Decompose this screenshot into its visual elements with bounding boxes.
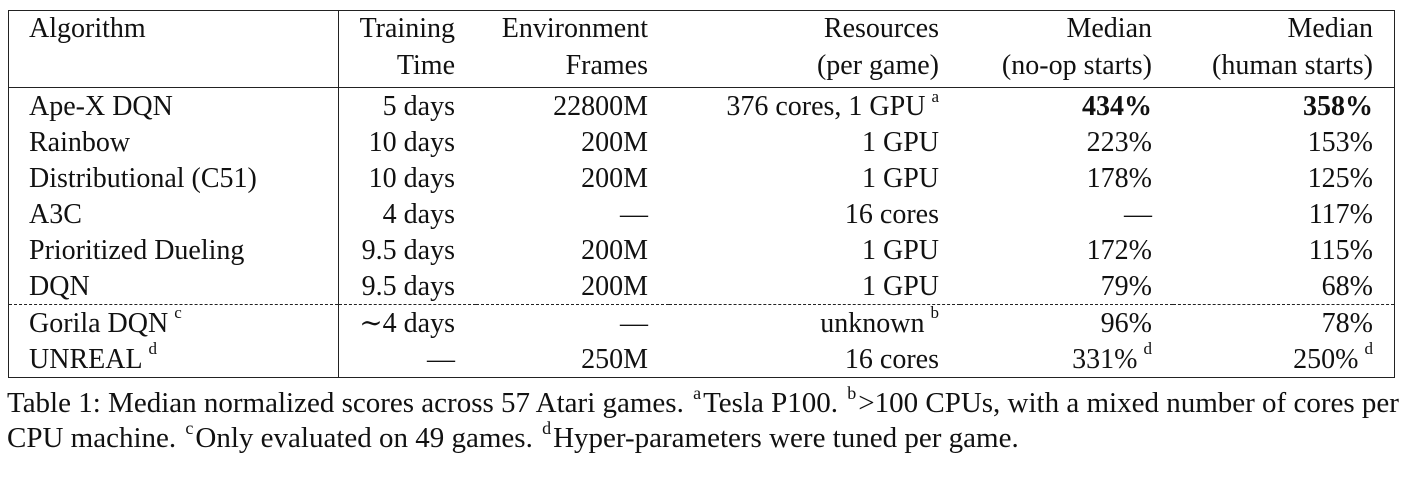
noop-cell: 79% — [960, 268, 1173, 306]
resources-cell: unknown b — [669, 303, 960, 341]
time-cell: 10 days — [368, 127, 455, 159]
human-cell: 250% d — [1173, 339, 1395, 377]
algorithm-name: UNREAL — [29, 343, 143, 375]
table-row: Distributional (C51) 10 days 200M 1 GPU … — [8, 160, 1395, 197]
frames-cell: — — [620, 307, 648, 339]
human-cell: 125% — [1307, 163, 1373, 195]
algorithm-cell: A3C — [8, 196, 340, 233]
noop-cell: 331% d — [960, 339, 1173, 377]
footnote-marker: a — [931, 86, 939, 106]
time-cell: 9.5 days — [338, 268, 476, 306]
algorithm-cell: Rainbow — [8, 124, 340, 161]
header-resources: Resources — [823, 13, 939, 45]
frames-cell: 200M — [581, 234, 648, 266]
caption-text: Median normalized scores across 57 Atari… — [108, 387, 684, 419]
footnote-marker: b — [930, 303, 940, 323]
best-noop-score: 434% — [1082, 91, 1152, 123]
table-row: Ape-X DQN 5 days 22800M 376 cores, 1 GPU… — [8, 87, 1395, 125]
caption-label: Table 1: — [7, 387, 101, 419]
resources-cell: 376 cores, 1 GPU a — [669, 87, 960, 124]
table-row: A3C 4 days — 16 cores — 117% — [8, 196, 1395, 233]
time-cell: 4 days — [382, 198, 455, 230]
table-row: UNREAL d — 250M 16 cores 331% d 250% d — [8, 339, 1395, 378]
resources-cell: 1 GPU — [861, 127, 939, 159]
algorithm-cell: Prioritized Dueling — [8, 232, 340, 269]
algorithm-cell: Ape-X DQN — [8, 87, 340, 125]
algorithm-cell: UNREAL d — [8, 339, 340, 378]
header-human-starts: (human starts) — [1173, 47, 1395, 88]
frames-cell: 200M — [581, 127, 648, 159]
caption-text: Tesla P100. — [703, 387, 838, 419]
footnote-marker-d: d — [542, 418, 552, 439]
human-value: 250% — [1293, 343, 1359, 375]
footnote-marker-b: b — [847, 383, 857, 404]
header-frames: Frames — [476, 47, 669, 88]
noop-cell: — — [1124, 198, 1152, 230]
algorithm-name: Gorila DQN — [29, 307, 169, 339]
time-cell: — — [427, 343, 455, 375]
resources-cell: 16 cores — [844, 343, 939, 375]
time-cell: 5 days — [382, 91, 455, 123]
frames-cell: 200M — [581, 163, 648, 195]
header-row-1: Algorithm Training Environment Resources… — [8, 10, 1395, 48]
human-cell: 153% — [1307, 127, 1373, 159]
resources-value: unknown — [820, 307, 925, 339]
table-row: DQN 9.5 days 200M 1 GPU 79% 68% — [8, 268, 1395, 306]
header-per-game: (per game) — [669, 47, 960, 88]
header-row-2: Time Frames (per game) (no-op starts) (h… — [8, 47, 1395, 88]
header-noop-starts: (no-op starts) — [960, 47, 1173, 88]
footnote-marker-c: c — [185, 418, 194, 439]
frames-cell: 200M — [476, 268, 669, 306]
results-table: Algorithm Training Environment Resources… — [8, 10, 1395, 378]
table-caption: Table 1: Median normalized scores across… — [7, 383, 1412, 456]
header-median-human: Median — [1287, 13, 1373, 45]
noop-cell: 96% — [1100, 307, 1152, 339]
noop-cell: 223% — [1086, 127, 1152, 159]
human-cell: 68% — [1173, 268, 1395, 306]
time-cell: 9.5 days — [361, 234, 455, 266]
time-cell: ∼4 days — [359, 307, 455, 339]
noop-value: 331% — [1072, 343, 1138, 375]
header-median-noop: Median — [1066, 13, 1152, 45]
table-row: Rainbow 10 days 200M 1 GPU 223% 153% — [8, 124, 1395, 161]
resources-cell: 1 GPU — [669, 268, 960, 306]
caption-text: >100 CPUs, with a mixed number of cores … — [7, 387, 1399, 454]
header-time: Time — [338, 47, 476, 88]
human-cell: 115% — [1308, 234, 1373, 266]
footnote-marker: d — [1143, 339, 1153, 359]
frames-cell: 250M — [581, 343, 648, 375]
human-cell: 117% — [1308, 198, 1373, 230]
time-cell: 10 days — [368, 163, 455, 195]
header-training: Training — [359, 13, 455, 45]
header-algorithm: Algorithm — [8, 10, 340, 48]
resources-cell: 16 cores — [844, 198, 939, 230]
noop-cell: 172% — [1086, 234, 1152, 266]
resources-cell: 1 GPU — [861, 163, 939, 195]
algorithm-cell: Distributional (C51) — [8, 160, 340, 197]
footnote-marker: c — [174, 303, 182, 323]
noop-cell: 178% — [1086, 163, 1152, 195]
algorithm-cell: Gorila DQN c — [8, 303, 340, 342]
footnote-marker: d — [148, 339, 158, 359]
frames-cell: 22800M — [553, 91, 648, 123]
best-human-score: 358% — [1303, 91, 1373, 123]
caption-text: Only evaluated on 49 games. — [195, 422, 533, 454]
footnote-marker-a: a — [693, 383, 702, 404]
resources-value: 376 cores, 1 GPU — [726, 91, 926, 123]
human-cell: 78% — [1321, 307, 1373, 339]
header-algorithm-sub — [8, 47, 340, 88]
footnote-marker: d — [1364, 339, 1374, 359]
resources-cell: 1 GPU — [861, 234, 939, 266]
table-row: Gorila DQN c ∼4 days — unknown b 96% 78% — [8, 303, 1395, 342]
noop-cell: 434% — [960, 87, 1173, 124]
header-environment: Environment — [501, 13, 648, 45]
caption-text: Hyper-parameters were tuned per game. — [553, 422, 1019, 454]
table-row: Prioritized Dueling 9.5 days 200M 1 GPU … — [8, 232, 1395, 269]
frames-cell: — — [620, 198, 648, 230]
algorithm-cell: DQN — [8, 268, 340, 306]
human-cell: 358% — [1173, 87, 1395, 124]
